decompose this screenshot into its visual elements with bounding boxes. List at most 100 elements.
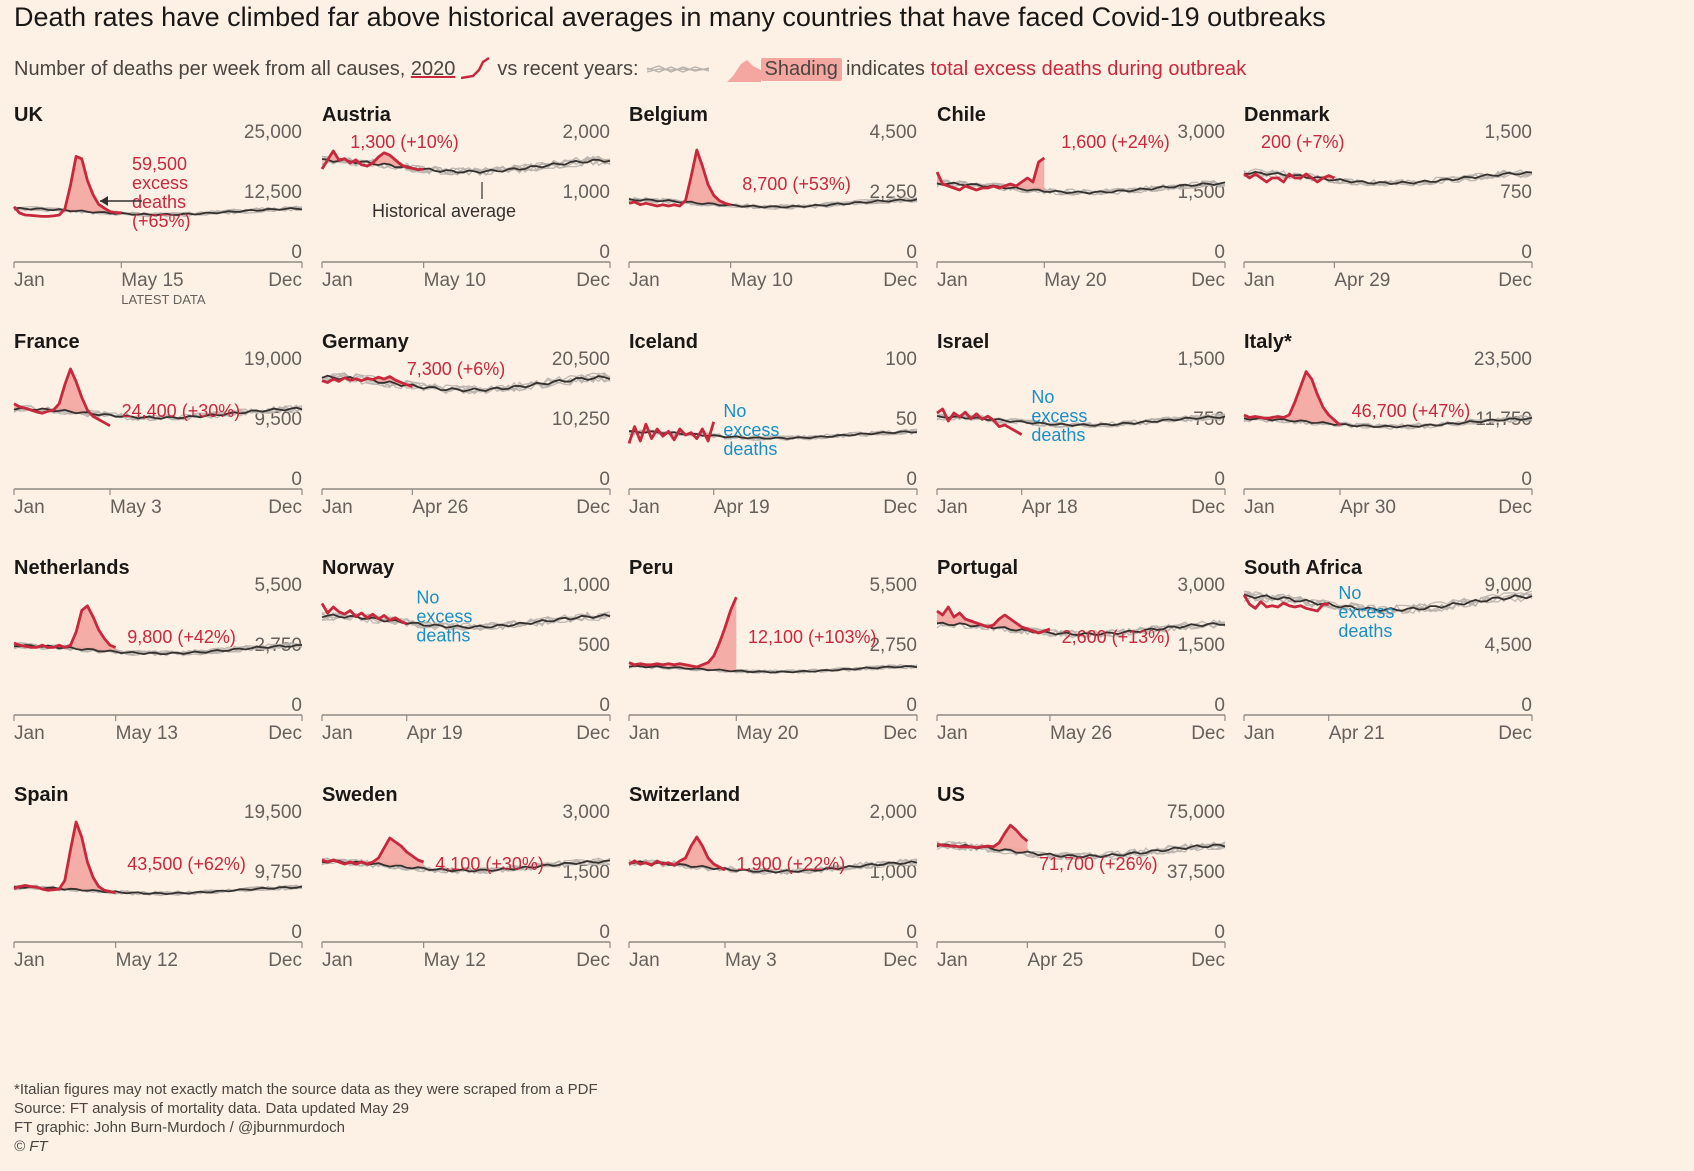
y-tick-label: 0 [599, 242, 610, 263]
historical-year-line [1243, 169, 1533, 187]
y-tick-label: 2,000 [869, 802, 917, 823]
y-tick-label: 0 [906, 469, 917, 490]
y-tick-label: 0 [1521, 242, 1532, 263]
annotation-label: No [723, 401, 746, 421]
y-tick-label: 1,500 [1177, 182, 1225, 203]
y-tick-label: 100 [885, 349, 917, 370]
x-tick-label: May 15 [121, 270, 183, 291]
x-tick-label: Dec [883, 723, 917, 744]
annotation-label: 24,400 (+30%) [122, 401, 241, 421]
panel-uk: UK 25,000 12,500 0 Jan May 15 Dec LATEST DATA 59… [12, 104, 303, 307]
x-tick-label: Apr 18 [1022, 497, 1078, 518]
red-line-legend-icon [461, 56, 491, 80]
x-tick-label: Jan [1244, 497, 1275, 518]
y-tick-label: 5,500 [254, 575, 302, 596]
y-tick-label: 12,500 [244, 182, 302, 203]
y-tick-label: 5,500 [869, 575, 917, 596]
panel-title: Spain [14, 784, 68, 806]
line-2020 [321, 375, 413, 388]
y-tick-label: 3,000 [1177, 575, 1225, 596]
x-tick-label: Jan [629, 497, 660, 518]
line-2020 [936, 605, 1051, 635]
x-tick-label: Apr 26 [412, 497, 468, 518]
panel-title: Norway [322, 557, 395, 579]
x-tick-label: Jan [937, 270, 968, 291]
x-tick-label: Jan [629, 950, 660, 971]
line-2020 [628, 148, 731, 208]
annotation-label: (+65%) [132, 211, 191, 231]
x-tick-label: Jan [322, 723, 353, 744]
line-2020 [13, 820, 116, 895]
panel-title: Chile [937, 104, 986, 126]
y-tick-label: 0 [599, 469, 610, 490]
annotation-label: deaths [1031, 425, 1085, 445]
y-tick-label: 1,000 [562, 575, 610, 596]
line-2020 [627, 421, 716, 444]
line-2020 [13, 604, 117, 649]
annotation-label: deaths [723, 439, 777, 459]
x-tick-label: Apr 19 [714, 497, 770, 518]
x-tick-label: Dec [883, 497, 917, 518]
x-tick-label: Dec [1191, 497, 1225, 518]
subtitle: Number of deaths per week from all cause… [14, 52, 1674, 86]
y-tick-label: 75,000 [1167, 802, 1225, 823]
y-tick-label: 3,000 [562, 802, 610, 823]
y-tick-label: 2,000 [562, 122, 610, 143]
annotation-label: 46,700 (+47%) [1352, 401, 1471, 421]
y-tick-label: 0 [1521, 695, 1532, 716]
subtitle-part3: indicates [845, 57, 925, 80]
x-tick-label: May 12 [424, 950, 486, 971]
historical-average-line [13, 206, 303, 217]
excess-shading [629, 150, 731, 206]
historical-average-line [13, 644, 302, 656]
x-tick-label: May 20 [1044, 270, 1106, 291]
line-2020 [320, 149, 424, 172]
x-tick-label: Dec [268, 950, 302, 971]
annotation-label: excess [1338, 602, 1394, 622]
excess-shading [322, 151, 424, 171]
y-tick-label: 0 [1214, 922, 1225, 943]
line-2020 [936, 407, 1023, 436]
line-2020 [628, 835, 726, 872]
y-tick-label: 0 [291, 242, 302, 263]
line-2020 [1243, 370, 1341, 427]
x-tick-label: Dec [268, 723, 302, 744]
y-tick-label: 0 [906, 922, 917, 943]
line-2020 [12, 154, 122, 218]
historical-average-line [628, 664, 918, 674]
x-tick-label: May 10 [424, 270, 486, 291]
page-title: Death rates have climbed far above histo… [14, 2, 1326, 32]
x-tick-label: May 3 [725, 950, 777, 971]
y-tick-label: 2,750 [869, 635, 917, 656]
panel-title: Sweden [322, 784, 398, 806]
y-tick-label: 0 [291, 922, 302, 943]
x-tick-label: Dec [883, 950, 917, 971]
x-tick-label: Jan [322, 497, 353, 518]
x-tick-label: Dec [268, 270, 302, 291]
y-tick-label: 20,500 [552, 349, 610, 370]
x-tick-label: Dec [1498, 270, 1532, 291]
subtitle-shading: Shading [760, 57, 842, 81]
y-tick-label: 500 [578, 635, 610, 656]
panel-title: US [937, 784, 965, 806]
panel-sweden: Sweden 3,000 1,500 0 Jan May 12 Dec 4,100 (+30%… [321, 784, 611, 971]
panel-southafrica: South Africa 9,000 4,500 0 Jan Apr 21 Dec Noexc… [1242, 557, 1533, 744]
panel-title: Belgium [629, 104, 708, 126]
annotation-label: 8,700 (+53%) [742, 174, 851, 194]
y-tick-label: 0 [906, 242, 917, 263]
x-tick-label: Jan [937, 723, 968, 744]
footer-graphic: FT graphic: John Burn-Murdoch / @jburnmu… [14, 1119, 345, 1136]
annotation-label: 200 (+7%) [1261, 132, 1345, 152]
annotation-label: No [416, 587, 439, 607]
panel-title: Iceland [629, 331, 698, 353]
panel-title: Denmark [1244, 104, 1330, 126]
panel-peru: Peru 5,500 2,750 0 Jan May 20 Dec 12,100 (+103%… [628, 557, 918, 744]
annotation-label: 1,600 (+24%) [1061, 132, 1170, 152]
annotation-label: excess [416, 606, 472, 626]
x-tick-label: Jan [14, 950, 45, 971]
latest-data-label: LATEST DATA [121, 292, 206, 307]
panel-title: Austria [322, 104, 392, 126]
